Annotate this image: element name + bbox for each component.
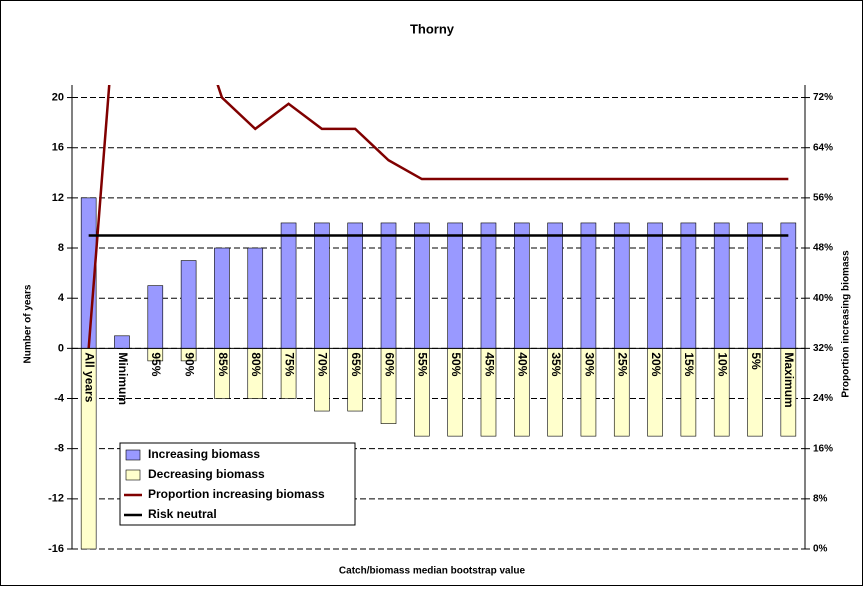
bar (114, 335, 130, 349)
bar (613, 222, 630, 349)
y-tick-label: 0 (58, 342, 64, 354)
x-tick-label: 80% (249, 352, 263, 376)
x-tick-label: 50% (449, 352, 463, 376)
y2-tick-label: 16% (813, 443, 833, 454)
x-tick-label: 45% (482, 352, 496, 376)
legend-label: Proportion increasing biomass (148, 487, 325, 501)
x-tick-label: 25% (616, 352, 630, 376)
bar (447, 222, 463, 349)
y2-tick-label: 0% (813, 544, 828, 555)
x-tick-label: 15% (682, 352, 696, 376)
legend-box (119, 442, 356, 526)
legend-label: Increasing biomass (148, 447, 260, 461)
bar (680, 222, 697, 349)
x-tick-label: 35% (549, 352, 563, 376)
y2-tick-label: 24% (813, 393, 833, 404)
bar (780, 222, 797, 349)
y2-tick-label: 72% (813, 92, 833, 103)
bar (480, 222, 497, 349)
x-tick-label: All years (82, 352, 96, 402)
y-tick-label: -8 (54, 443, 64, 455)
y-tick-label: -16 (48, 543, 64, 555)
y2-tick-label: 40% (813, 293, 833, 304)
chart-title: Thorny (410, 21, 455, 36)
legend-label: Decreasing biomass (148, 467, 265, 481)
y-axis-label: Number of years (23, 284, 34, 363)
y-tick-label: -12 (48, 493, 64, 505)
bar (280, 222, 297, 349)
y-tick-label: 8 (58, 242, 64, 254)
x-tick-label: 85% (216, 352, 230, 376)
y2-tick-label: 48% (813, 243, 833, 254)
y-tick-label: 12 (52, 192, 64, 204)
bar (314, 222, 330, 349)
legend-swatch (125, 469, 141, 481)
x-tick-label: Maximum (782, 352, 796, 407)
x-tick-label: 10% (716, 352, 730, 376)
y2-tick-label: 56% (813, 193, 833, 204)
y-tick-label: -4 (54, 392, 65, 404)
bar (580, 222, 597, 349)
y2-axis-label: Proportion increasing biomass (841, 250, 852, 398)
x-tick-label: 20% (649, 352, 663, 376)
y2-tick-label: 8% (813, 493, 828, 504)
bar (147, 285, 164, 349)
bar (747, 222, 763, 349)
bar (414, 222, 430, 349)
bar (180, 260, 197, 349)
x-tick-label: 55% (416, 352, 430, 376)
x-tick-label: 65% (349, 352, 363, 376)
x-axis-label: Catch/biomass median bootstrap value (339, 566, 526, 577)
x-tick-label: 5% (749, 352, 763, 370)
bar (380, 222, 397, 349)
bar (513, 222, 530, 349)
line (87, 85, 789, 349)
x-tick-label: 40% (516, 352, 530, 376)
legend-label: Risk neutral (148, 507, 217, 521)
x-tick-label: 90% (182, 352, 196, 376)
x-tick-label: 70% (316, 352, 330, 376)
legend-swatch (125, 449, 141, 461)
bar (647, 222, 663, 349)
y-tick-label: 4 (58, 292, 65, 304)
x-tick-label: 60% (382, 352, 396, 376)
bar (347, 222, 364, 349)
bar (547, 222, 563, 349)
bar (247, 247, 264, 349)
y-tick-label: 20 (52, 91, 64, 103)
x-tick-label: 30% (582, 352, 596, 376)
y2-tick-label: 32% (813, 343, 833, 354)
bar (713, 222, 730, 349)
x-tick-label: 75% (282, 352, 296, 376)
y-tick-label: 16 (52, 142, 64, 154)
x-tick-label: 95% (149, 352, 163, 376)
x-tick-label: Minimum (116, 352, 130, 405)
bar (214, 247, 230, 349)
y2-tick-label: 64% (813, 142, 833, 153)
